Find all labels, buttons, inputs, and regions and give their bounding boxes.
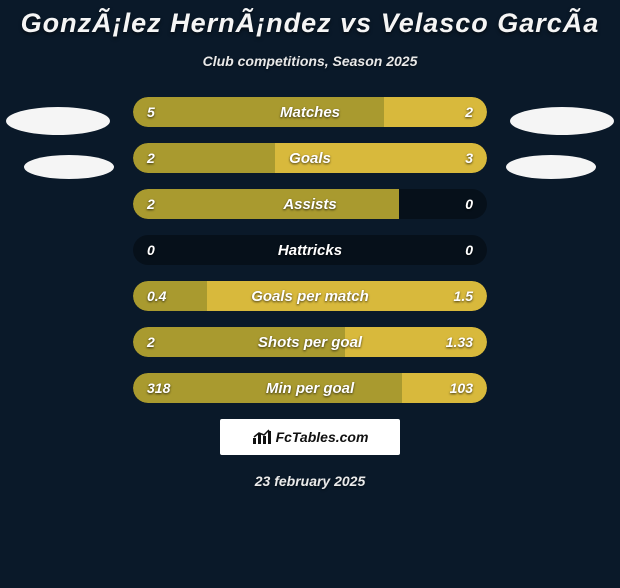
right-ellipse-2: [506, 155, 596, 179]
chart-icon: [252, 429, 272, 445]
stat-row: 318103Min per goal: [133, 373, 487, 403]
stat-row: 0 0Hattricks: [133, 235, 487, 265]
page-subtitle: Club competitions, Season 2025: [0, 53, 620, 69]
stat-value-right: 0: [465, 189, 473, 219]
stat-row: 0.41.5Goals per match: [133, 281, 487, 311]
stat-bar-left: [133, 189, 399, 219]
watermark-text: FcTables.com: [276, 429, 369, 445]
left-ellipse-2: [24, 155, 114, 179]
stat-bar-right: [402, 373, 487, 403]
right-ellipse-1: [510, 107, 614, 135]
stat-label: Hattricks: [133, 235, 487, 265]
stat-value-right: 0: [465, 235, 473, 265]
stat-bar-right: [207, 281, 487, 311]
stat-bar-right: [345, 327, 487, 357]
stat-value-left: 0: [147, 235, 155, 265]
date-line: 23 february 2025: [0, 473, 620, 489]
stat-bar-left: [133, 327, 345, 357]
stat-row: 20Assists: [133, 189, 487, 219]
stat-row: 21.33Shots per goal: [133, 327, 487, 357]
stat-bar-left: [133, 143, 275, 173]
stat-row: 23Goals: [133, 143, 487, 173]
stat-bar-right: [384, 97, 487, 127]
stat-rows-container: 52Matches23Goals20Assists00Hattricks0.41…: [133, 97, 487, 403]
page-title: GonzÃ¡lez HernÃ¡ndez vs Velasco GarcÃ­a: [0, 8, 620, 39]
stat-bar-right: [275, 143, 487, 173]
stats-area: 52Matches23Goals20Assists00Hattricks0.41…: [0, 97, 620, 403]
stat-row: 52Matches: [133, 97, 487, 127]
stat-bar-left: [133, 97, 384, 127]
left-ellipse-1: [6, 107, 110, 135]
stat-bar-left: [133, 373, 402, 403]
stat-bar-left: [133, 281, 207, 311]
watermark: FcTables.com: [220, 419, 400, 455]
